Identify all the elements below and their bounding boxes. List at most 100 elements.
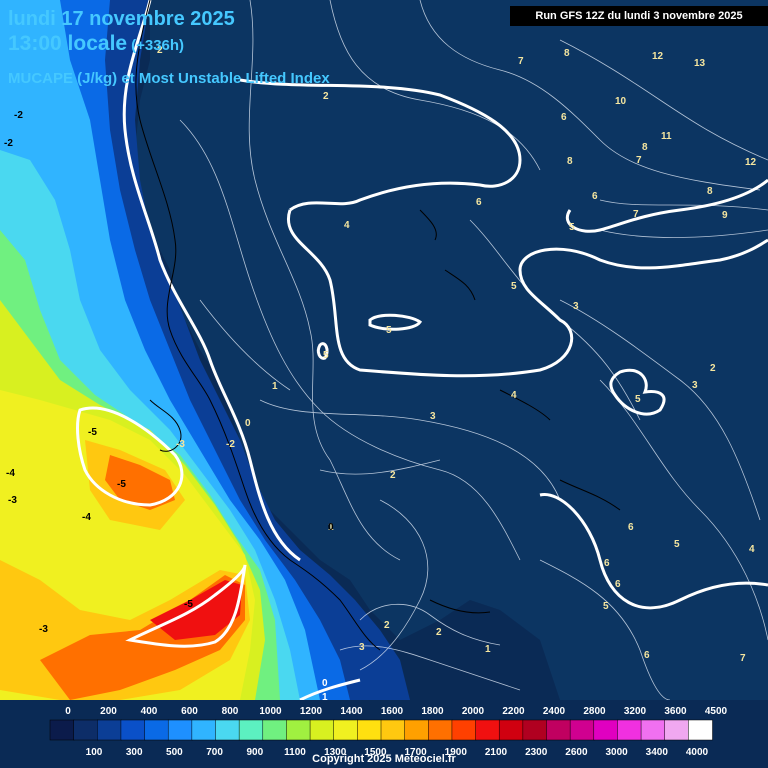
cape-shade-red [150, 580, 242, 640]
legend-tick-top: 200 [100, 706, 117, 717]
legend-swatch [215, 719, 240, 741]
legend-tick-bottom: 1700 [404, 747, 427, 758]
contour-label: 11 [661, 131, 672, 142]
forecast-lead-time: (+336h) [131, 37, 185, 54]
contour-label: 7 [518, 56, 524, 67]
legend-tick-top: 800 [222, 706, 239, 717]
legend-swatch [428, 719, 453, 741]
contour-label: 2 [390, 470, 396, 481]
legend-swatch [309, 719, 335, 741]
legend-swatch [97, 719, 122, 741]
contour-label: 3 [692, 380, 698, 391]
contour-label: 2 [323, 91, 329, 102]
legend-swatch [144, 719, 169, 741]
contour-label: 6 [561, 112, 567, 123]
contour-label: 8 [707, 186, 713, 197]
contour-label: 8 [567, 156, 573, 167]
lifted-index-thin-isolines [179, 0, 768, 701]
legend-tick-bottom: 2600 [565, 747, 588, 758]
contour-label: -2 [14, 110, 23, 121]
contour-label: 3 [359, 642, 365, 653]
legend-tick-bottom: 2100 [485, 747, 508, 758]
legend-tick-bottom: 3400 [646, 747, 669, 758]
contour-label: 5 [635, 394, 641, 405]
legend-tick-bottom: 700 [206, 747, 223, 758]
legend-swatch [522, 719, 548, 741]
legend-swatch [640, 719, 666, 741]
isoline-5-main [286, 209, 768, 378]
forecast-date: lundi 17 novembre 2025 [8, 8, 235, 30]
contour-label: 12 [652, 51, 664, 62]
legend-swatch [357, 719, 382, 741]
contour-label: 7 [740, 653, 746, 664]
contour-label: -5 [184, 599, 193, 610]
legend-tick-top: 1400 [340, 706, 363, 717]
legend-tick-top: 1200 [300, 706, 323, 717]
contour-label: -3 [39, 624, 48, 635]
legend-swatch [451, 719, 477, 741]
legend-tick-bottom: 1500 [364, 747, 387, 758]
contour-label: -5 [117, 479, 126, 490]
legend-tick-bottom: 100 [86, 747, 103, 758]
isoline-0-bottom [299, 678, 361, 702]
legend-tick-bottom: 1900 [445, 747, 468, 758]
legend-swatch [569, 719, 595, 741]
contour-label: 6 [615, 579, 621, 590]
parameter-title: MUCAPE (J/kg) et Most Unstable Lifted In… [8, 70, 330, 87]
legend-tick-bottom: 900 [246, 747, 263, 758]
contour-label: 2 [436, 627, 442, 638]
land-area [135, 0, 768, 700]
legend-swatch [617, 719, 642, 741]
contour-label: 6 [592, 191, 598, 202]
contour-label: 5 [511, 281, 517, 292]
copyright-notice: Copyright 2025 Meteociel.fr [312, 753, 456, 765]
legend-swatch [49, 719, 75, 741]
isoline-5-loop-left [316, 342, 329, 360]
legend-tick-top: 400 [141, 706, 158, 717]
contour-label: 2 [157, 45, 163, 56]
isoline-5-loop-center [368, 313, 423, 331]
isoline-5-loop-red [125, 564, 247, 648]
contour-label: 1 [328, 522, 334, 533]
legend-tick-top: 1800 [421, 706, 444, 717]
contour-label: 7 [633, 209, 639, 220]
contour-label: 5 [323, 350, 329, 361]
contour-label: -4 [82, 512, 91, 523]
isoline-5-south-east [539, 492, 768, 610]
legend-tick-bottom: 2300 [525, 747, 548, 758]
legend-swatch [664, 719, 690, 741]
contour-label: 6 [476, 197, 482, 208]
legend-swatch [238, 719, 264, 741]
isoline-5-loop-south [76, 406, 184, 507]
legend-swatch [167, 719, 193, 741]
legend-swatch [593, 719, 619, 741]
contour-label: 2 [384, 620, 390, 631]
legend-swatch [380, 719, 406, 741]
contour-label: -4 [6, 468, 15, 479]
legend-swatch [404, 719, 430, 741]
legend-swatch [475, 719, 500, 741]
contour-label: -3 [176, 439, 185, 450]
cape-shade-orange [40, 455, 245, 700]
contour-label: 8 [564, 48, 570, 59]
legend-tick-top: 2800 [583, 706, 606, 717]
isoline-5-east [566, 178, 768, 233]
forecast-time: 13:00 locale (+336h) [8, 32, 184, 56]
contour-label: 1 [272, 381, 278, 392]
contour-label: 5 [569, 222, 575, 233]
forecast-time-value: 13:00 locale [8, 32, 128, 55]
contour-label: 5 [674, 539, 680, 550]
legend-swatch [286, 719, 311, 741]
contour-label: 4 [511, 390, 517, 401]
coastlines [135, 0, 621, 651]
legend-tick-top: 600 [181, 706, 198, 717]
contour-label: 4 [749, 544, 755, 555]
contour-label: 5 [386, 325, 392, 336]
legend-swatch [688, 719, 713, 741]
legend-swatch [262, 719, 288, 741]
legend-tick-top: 2400 [543, 706, 566, 717]
legend-tick-top: 1600 [381, 706, 404, 717]
legend-tick-top: 2200 [502, 706, 525, 717]
